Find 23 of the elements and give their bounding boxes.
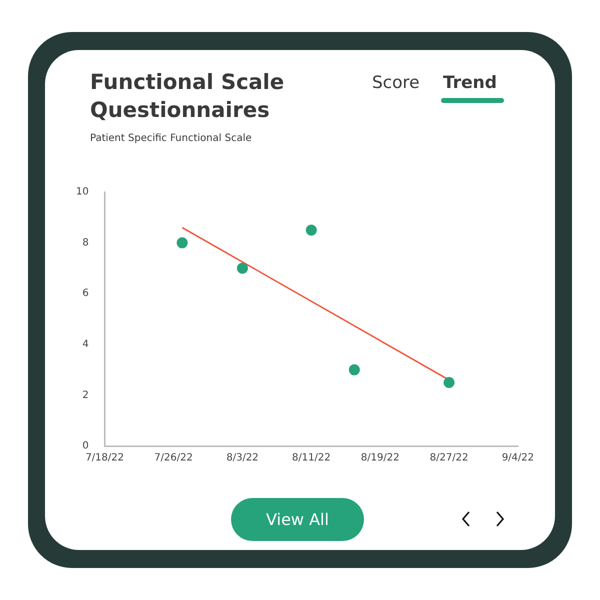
text: Trend [443,73,497,93]
y-tick-label: 0 [82,440,89,452]
point [236,262,248,274]
x-tick-label: 8/19/22 [360,452,400,464]
point [176,237,188,248]
x-tick-label: 8/27/22 [430,452,468,464]
y-tick-label: 2 [82,390,89,401]
text: Score [372,73,420,93]
x-tick-label: 8/11/22 [292,452,331,464]
y-tick-label: 8 [82,237,89,248]
chart-title: Functional Scale Questionnaires [90,69,286,124]
chart-subtitle: Patient Specific Functional Scale [90,133,252,144]
x-tick-label: 7/26/22 [154,452,193,464]
x-tick-label: 7/18/22 [85,452,124,464]
point [306,224,317,236]
text: View All [231,498,364,541]
y-tick-label: 6 [82,288,89,300]
x-tick-label: 9/4/22 [502,452,534,464]
point [348,364,360,376]
y-tick-label: 10 [76,186,89,198]
x-tick-label: 8/3/22 [226,452,259,464]
point [444,377,455,388]
y-tick-label: 4 [82,338,89,350]
